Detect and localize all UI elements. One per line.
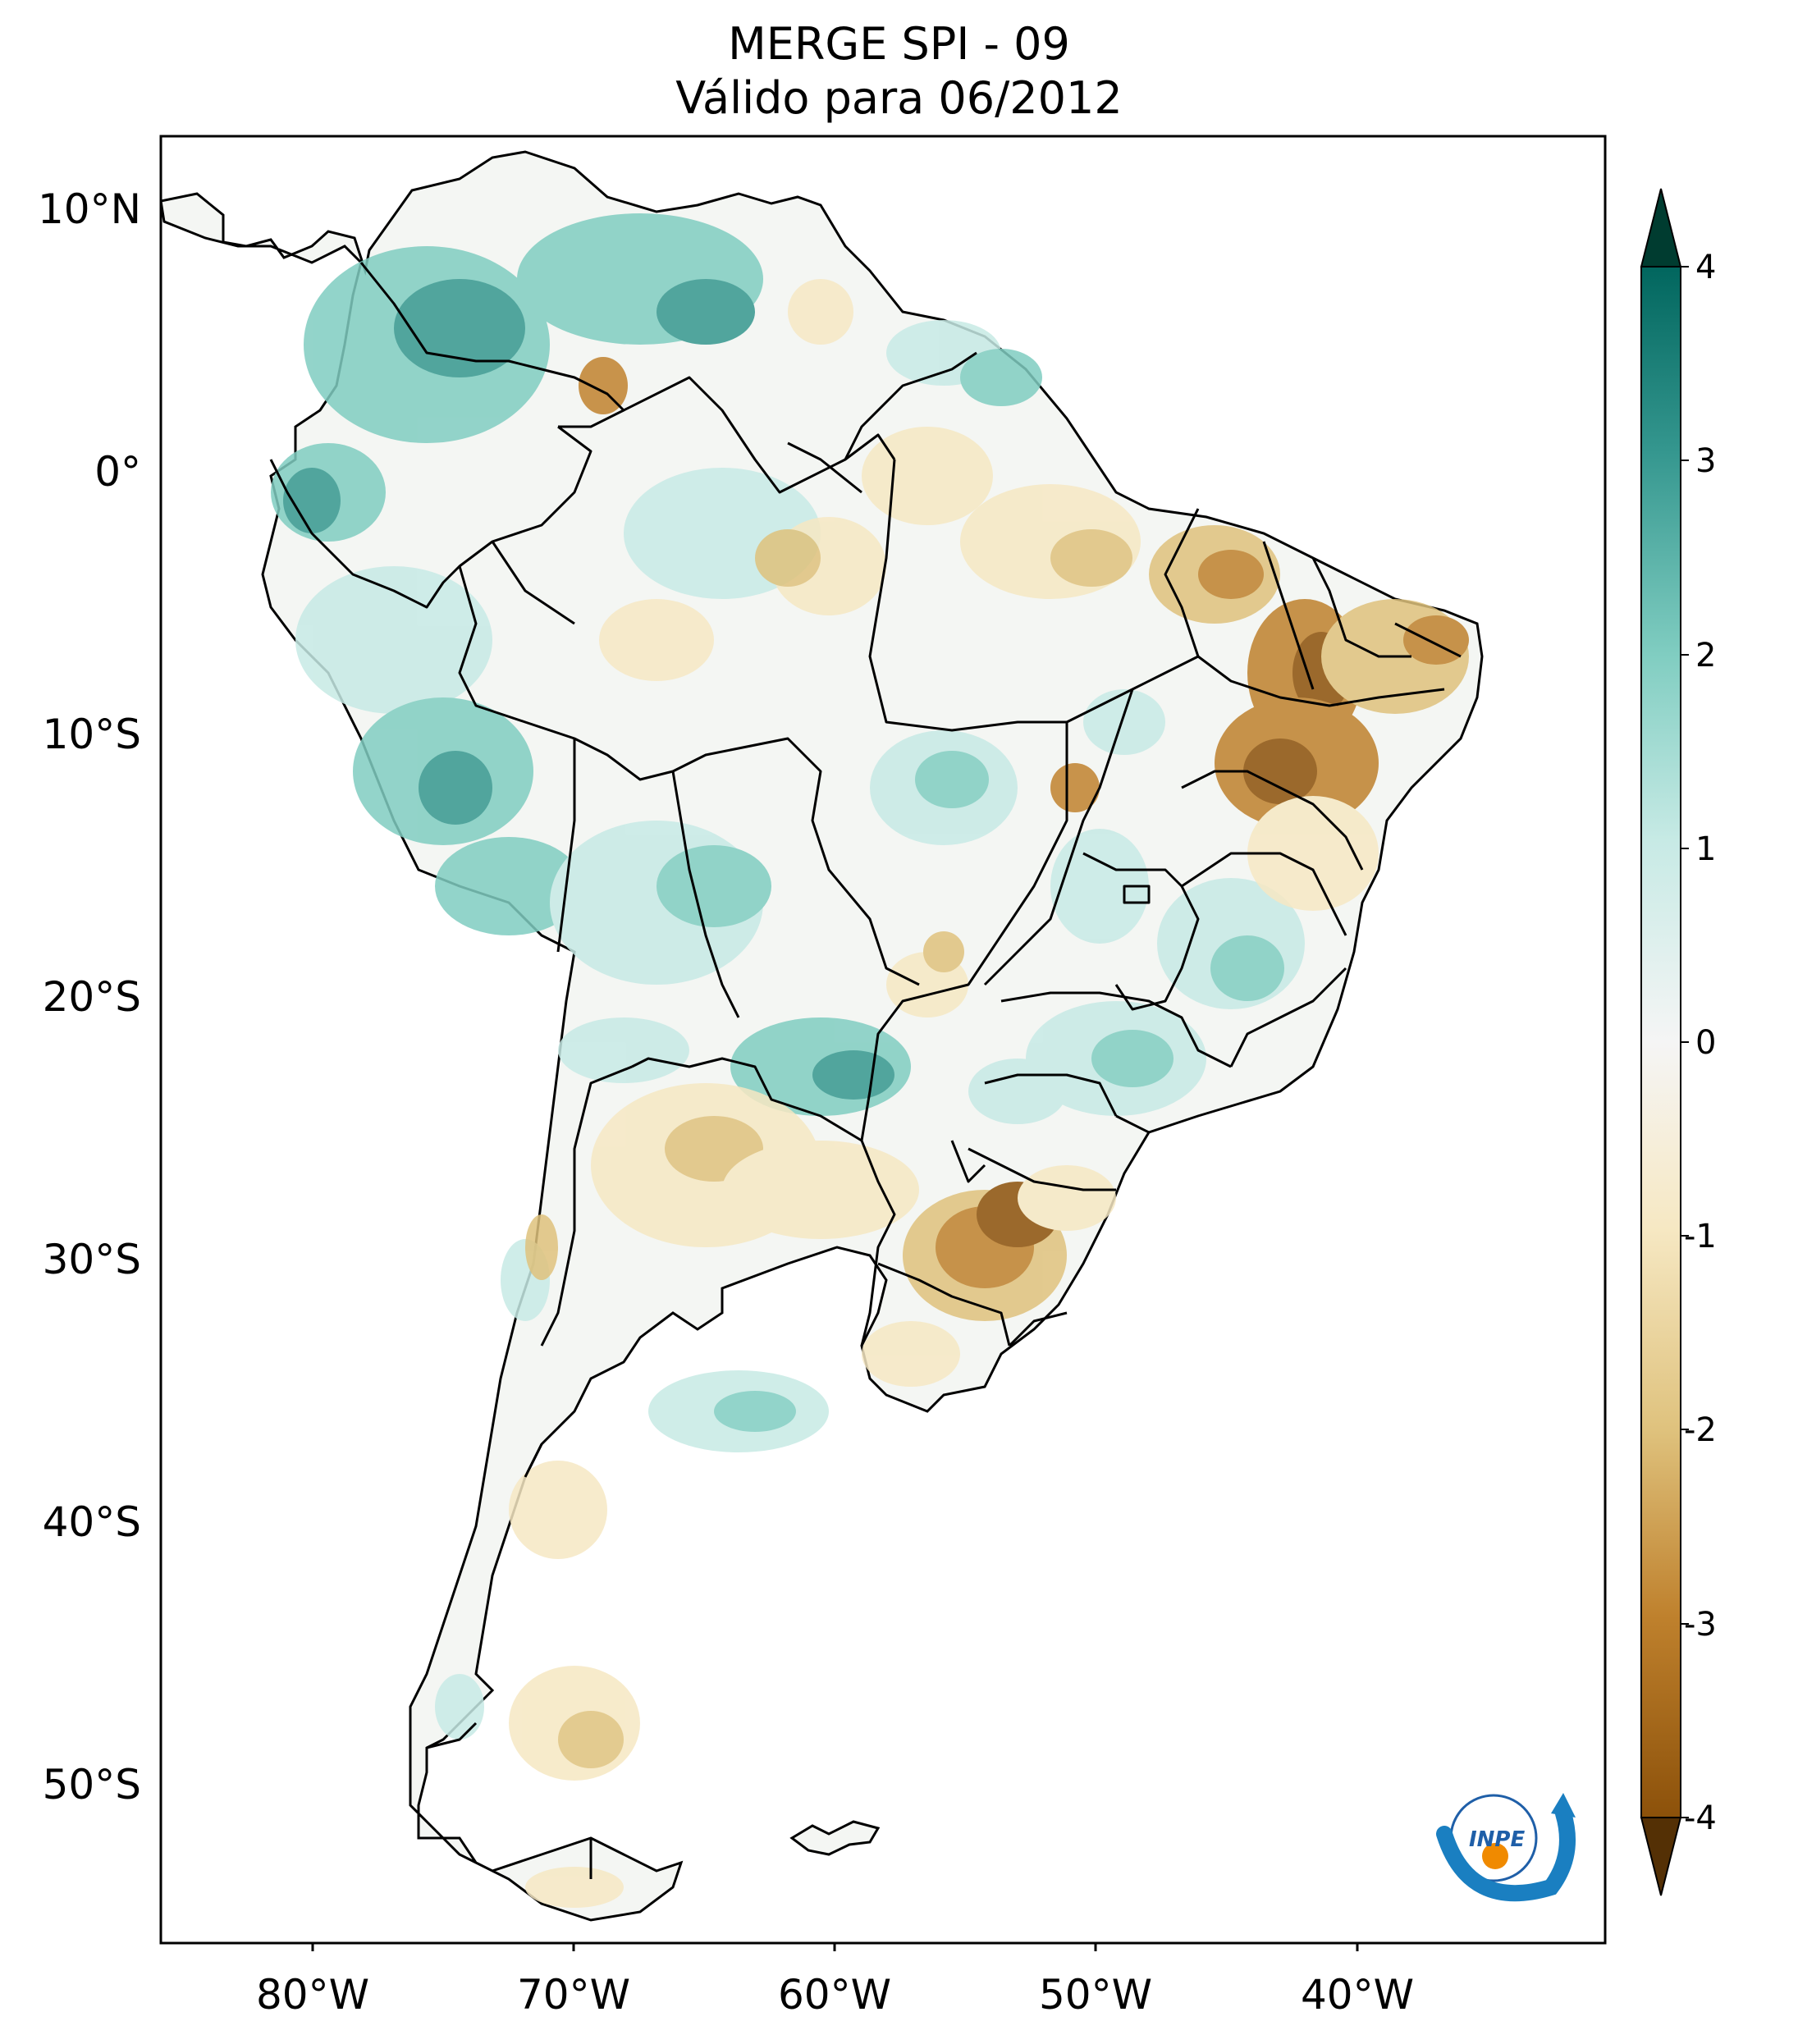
y-tick-label: 10°S xyxy=(43,711,141,758)
map-title: MERGE SPI - 09 xyxy=(728,18,1070,70)
y-tick-label: 20°S xyxy=(43,973,141,1021)
map-content xyxy=(161,150,1484,1922)
x-axis: 80°W 70°W 60°W 50°W 40°W xyxy=(256,1943,1414,2019)
inpe-logo-text: INPE xyxy=(1469,1827,1525,1852)
map-subtitle: Válido para 06/2012 xyxy=(675,72,1123,124)
falkland-islands xyxy=(789,1820,881,1856)
colorbar-max-extend xyxy=(1640,188,1682,268)
colorbar-tick-label: 2 xyxy=(1695,637,1716,674)
y-tick-label: 10°N xyxy=(38,185,141,233)
colorbar-tick-label: -4 xyxy=(1684,1799,1717,1837)
x-tick-label: 80°W xyxy=(256,1971,369,2019)
x-tick-label: 40°W xyxy=(1301,1971,1414,2019)
colorbar-tick-label: -1 xyxy=(1684,1218,1717,1255)
colorbar-min-extend xyxy=(1640,1817,1682,1896)
inpe-logo-icon: INPE xyxy=(1436,1793,1576,1902)
y-tick-label: 0° xyxy=(94,448,141,496)
y-axis: 10°N 0° 10°S 20°S 30°S 40°S 50°S xyxy=(38,185,141,1809)
country-borders xyxy=(269,262,1462,1879)
x-tick-label: 70°W xyxy=(517,1971,630,2019)
colorbar-tick-label: -2 xyxy=(1684,1411,1717,1449)
colorbar-tick-label: 1 xyxy=(1695,830,1716,868)
x-tick-label: 60°W xyxy=(778,1971,891,2019)
colorbar: 4 3 2 1 0 -1 -2 -3 -4 xyxy=(1640,188,1717,1896)
colorbar-tick-label: -3 xyxy=(1684,1606,1717,1644)
y-tick-label: 40°S xyxy=(43,1498,141,1546)
colorbar-tick-label: 0 xyxy=(1695,1024,1716,1062)
colorbar-tick-label: 3 xyxy=(1695,442,1716,480)
dry-anomaly-areas xyxy=(509,279,1469,1908)
y-tick-label: 30°S xyxy=(43,1236,141,1283)
x-tick-label: 50°W xyxy=(1039,1971,1152,2019)
colorbar-tick-label: 4 xyxy=(1695,249,1716,286)
colorbar-gradient xyxy=(1640,266,1681,1818)
y-tick-label: 50°S xyxy=(43,1761,141,1809)
